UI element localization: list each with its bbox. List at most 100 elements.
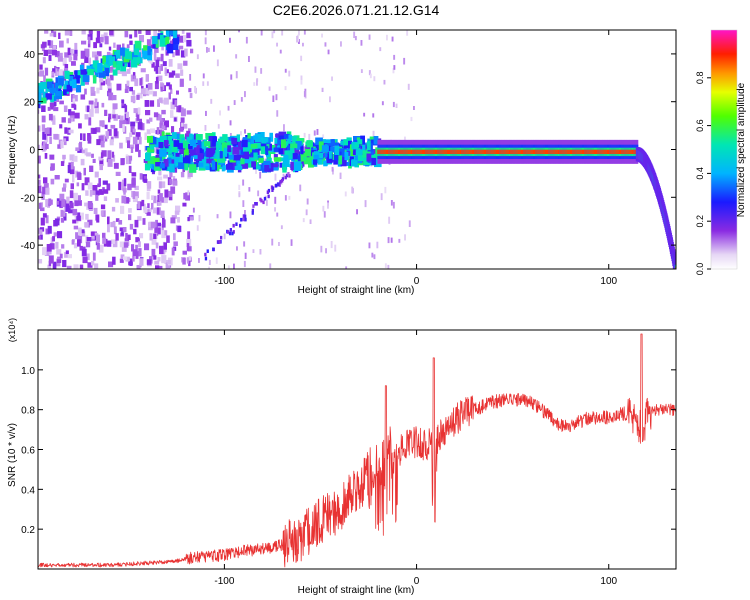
heatmap-cell <box>351 186 354 194</box>
heatmap-cell <box>236 158 241 164</box>
heatmap-cell <box>119 119 124 129</box>
heatmap-cell <box>187 171 193 178</box>
heatmap-cell <box>378 149 380 154</box>
heatmap-cell <box>92 75 97 84</box>
heatmap-cell <box>86 237 92 242</box>
heatmap-cell <box>620 149 622 154</box>
heatmap-cell <box>41 97 47 104</box>
heatmap-cell <box>112 256 116 265</box>
heatmap-cell <box>96 87 100 94</box>
heatmap-cell <box>373 254 376 260</box>
heatmap-cell <box>39 229 43 235</box>
heatmap-cell <box>303 30 306 35</box>
heatmap-cell <box>183 192 188 200</box>
heatmap-cell <box>254 202 257 206</box>
heatmap-cell <box>475 149 477 154</box>
heatmap-cell <box>53 107 59 112</box>
heatmap-cell <box>188 258 191 267</box>
heatmap-cell <box>494 149 497 154</box>
heatmap-cell <box>91 260 95 266</box>
heatmap-cell <box>136 48 142 54</box>
heatmap-cell <box>67 47 71 56</box>
heatmap-cell <box>313 151 320 159</box>
heatmap-cell <box>179 35 184 43</box>
heatmap-cell <box>290 161 295 170</box>
heatmap-cell <box>59 100 64 105</box>
heatmap-cell <box>172 157 179 164</box>
heatmap-cell <box>300 75 303 80</box>
heatmap-cell <box>279 179 282 184</box>
heatmap-cell <box>109 66 114 71</box>
heatmap-cell <box>92 185 98 191</box>
heatmap-cell <box>276 212 279 217</box>
heatmap-cell <box>151 248 156 257</box>
heatmap-cell <box>303 157 311 165</box>
heatmap-cell <box>233 100 236 105</box>
heatmap-cell <box>102 55 108 65</box>
heatmap-cell <box>165 30 170 35</box>
heatmap-cell <box>134 191 139 199</box>
heatmap-cell <box>107 78 111 86</box>
heatmap-cell <box>39 64 43 70</box>
heatmap-cell <box>173 30 177 39</box>
heatmap-cell <box>206 81 209 86</box>
heatmap-cell <box>116 60 123 68</box>
heatmap-cell <box>138 118 142 123</box>
heatmap-cell <box>235 71 238 79</box>
heatmap-cell <box>171 132 177 139</box>
heatmap-cell <box>110 136 114 142</box>
heatmap-cell <box>121 182 126 191</box>
heatmap-cell <box>152 40 158 49</box>
heatmap-cell <box>83 133 86 141</box>
heatmap-cell <box>132 255 135 262</box>
heatmap-cell <box>482 149 484 154</box>
heatmap-cell <box>137 92 143 99</box>
heatmap-cell <box>107 87 112 95</box>
heatmap-cell <box>309 219 312 224</box>
heatmap-cell <box>263 160 271 169</box>
heatmap-cell <box>183 157 190 163</box>
heatmap-cell <box>188 256 192 261</box>
heatmap-cell <box>44 187 50 195</box>
heatmap-cell <box>232 223 235 228</box>
heatmap-cell <box>198 215 201 222</box>
heatmap-cell <box>47 40 51 46</box>
heatmap-cell <box>153 157 160 165</box>
heatmap-cell <box>125 256 130 262</box>
heatmap-cell <box>86 152 91 157</box>
heatmap-cell <box>518 149 521 154</box>
heatmap-cell <box>172 176 176 181</box>
heatmap-cell <box>483 149 485 154</box>
heatmap-cell <box>153 112 159 118</box>
heatmap-cell <box>625 149 627 154</box>
heatmap-cell <box>629 149 631 154</box>
heatmap-cell <box>95 127 101 133</box>
heatmap-cell <box>238 184 241 190</box>
heatmap-cell <box>300 78 303 85</box>
heatmap-cell <box>211 160 216 170</box>
heatmap-cell <box>107 129 112 136</box>
heatmap-cell <box>367 138 372 143</box>
heatmap-cell <box>266 190 269 194</box>
heatmap-cell <box>269 263 272 269</box>
heatmap-cell <box>64 127 68 134</box>
heatmap-cell <box>100 141 105 148</box>
heatmap-cell <box>151 62 155 68</box>
heatmap-cell <box>182 140 189 149</box>
heatmap-cell <box>158 193 163 202</box>
heatmap-cell <box>206 148 211 158</box>
heatmap-cell <box>121 99 124 104</box>
heatmap-cell <box>163 159 169 167</box>
heatmap-cell <box>142 50 148 58</box>
heatmap-cell <box>295 141 302 150</box>
heatmap-cell <box>410 116 413 122</box>
heatmap-cell <box>143 45 148 51</box>
heatmap-cell <box>389 149 392 154</box>
heatmap-cell <box>132 57 138 66</box>
heatmap-cell <box>138 241 141 248</box>
heatmap-cell <box>38 235 41 240</box>
heatmap-cell <box>206 158 214 164</box>
heatmap-cell <box>73 242 78 249</box>
heatmap-cell <box>145 152 151 161</box>
heatmap-cell <box>212 247 215 252</box>
